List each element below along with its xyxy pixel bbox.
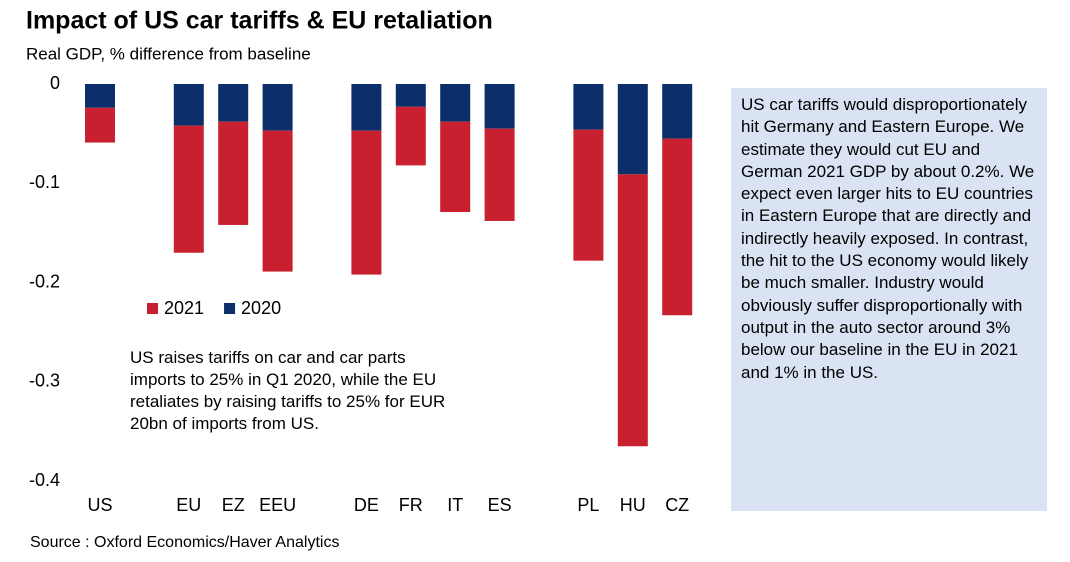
x-tick-label: DE [354,495,379,515]
bar-segment [573,129,604,261]
x-tick-label: EZ [222,495,245,515]
bar-segment [85,84,115,108]
bar-segment [173,84,204,126]
bar-segment [262,130,293,272]
bar-segment [395,106,426,166]
bar-segment [484,84,515,129]
bar-segment [440,121,471,213]
bar-segment [617,174,648,447]
bar-segment [351,130,382,275]
legend-swatch [147,303,158,314]
y-tick-label: -0.1 [29,172,60,192]
bar-segment [262,84,293,131]
x-tick-label: US [87,495,112,515]
x-tick-label: EEU [259,495,296,515]
bar-segment [484,128,515,221]
x-tick-label: EU [176,495,201,515]
bar-segment [218,121,249,225]
y-tick-label: 0 [50,73,60,93]
bar-segment [173,125,204,253]
y-tick-label: -0.4 [29,470,60,490]
x-tick-label: ES [488,495,512,515]
x-tick-label: CZ [665,495,689,515]
bar-segment [662,138,693,316]
bar-segment [351,84,382,131]
legend-label: 2020 [241,298,281,318]
x-tick-label: HU [620,495,646,515]
legend-label: 2021 [164,298,204,318]
y-tick-label: -0.2 [29,271,60,291]
y-tick-label: -0.3 [29,371,60,391]
chart-title: Impact of US car tariffs & EU retaliatio… [26,7,493,35]
bar-segment [218,84,249,122]
x-tick-label: PL [577,495,599,515]
bar-segment [573,84,604,130]
x-tick-label: IT [447,495,463,515]
bar-segment [395,84,426,107]
chart-subtitle: Real GDP, % difference from baseline [26,44,311,63]
side-text: US car tariffs would disproportionately … [731,88,1047,511]
x-tick-label: FR [399,495,423,515]
bar-segment [85,107,115,143]
bar-segment [617,84,648,175]
source: Source : Oxford Economics/Haver Analytic… [30,534,339,551]
bar-segment [440,84,471,122]
bar-segment [662,84,693,139]
annotation: US raises tariffs on car and car parts i… [130,348,446,433]
legend-swatch [224,303,236,314]
